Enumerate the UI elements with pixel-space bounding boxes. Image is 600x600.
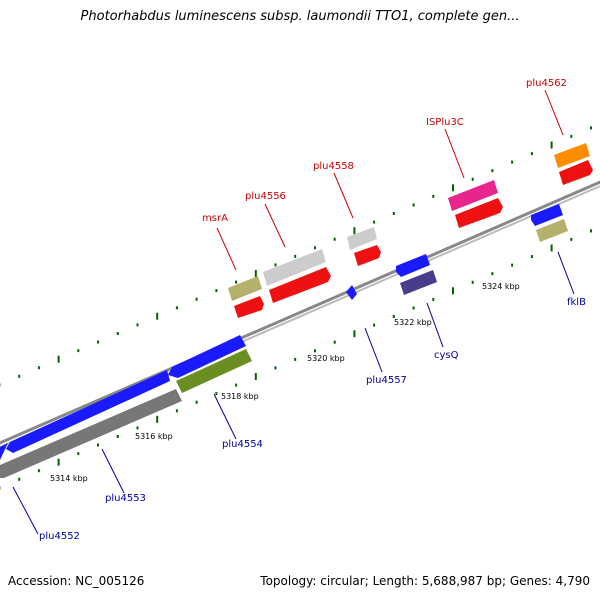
- gene-labels: msrA plu4556 plu4558 ISPlu3C plu4562 plu…: [39, 78, 586, 542]
- gene-msrA: [228, 276, 262, 301]
- tick-rows: [0, 126, 592, 490]
- map-title: Photorhabdus luminescens subsp. laumondi…: [80, 9, 520, 24]
- gene-ISPlu3C: [448, 180, 498, 211]
- length-value: 5,688,987 bp: [421, 574, 502, 588]
- gene-plu4556: [263, 249, 326, 286]
- label-plu4552: plu4552: [39, 531, 80, 542]
- ruler-label-5314: 5314 kbp: [50, 474, 88, 483]
- gene-block-plu4554: [176, 349, 252, 393]
- callout-line-fklB: [557, 251, 575, 295]
- gene-fklB-blue: [531, 204, 563, 226]
- gene-ISPlu3C-red: [455, 198, 503, 228]
- gene-block-grey-lower: [0, 389, 182, 478]
- label-plu4556: plu4556: [245, 191, 286, 202]
- genes-label: Genes:: [509, 574, 552, 588]
- ruler-label-5322: 5322 kbp: [394, 318, 432, 327]
- gene-plu4557: [346, 285, 357, 300]
- topology-label: Topology:: [260, 574, 317, 588]
- label-fklB: fklB: [567, 297, 586, 308]
- accession-label: Accession:: [8, 574, 72, 588]
- gene-features: [228, 143, 593, 318]
- gene-block-upper-blue: [168, 335, 246, 378]
- label-plu4558: plu4558: [313, 161, 354, 172]
- gene-cysQ: [400, 270, 437, 295]
- accession-value: NC_005126: [75, 574, 145, 588]
- ruler-label-5320: 5320 kbp: [307, 354, 345, 363]
- label-plu4553: plu4553: [105, 493, 146, 504]
- label-cysQ: cysQ: [434, 350, 459, 361]
- large-gene-blocks: [0, 335, 252, 478]
- topology-value: circular: [320, 574, 365, 588]
- gene-plu4558-red: [354, 245, 381, 266]
- gene-plu4562-red: [559, 160, 593, 185]
- genes-value: 4,790: [555, 574, 590, 588]
- ruler-label-5324: 5324 kbp: [482, 282, 520, 291]
- callout-line-plu4557: [364, 327, 383, 373]
- label-plu4557: plu4557: [366, 375, 407, 386]
- gene-msrA-red: [234, 296, 264, 318]
- gene-block-plu4553: [6, 370, 170, 453]
- callout-line-plu4562: [544, 89, 564, 136]
- accession-info: Accession: NC_005126: [8, 574, 144, 588]
- callout-line-cysQ: [426, 302, 444, 348]
- gene-block-plu4552: [0, 443, 8, 460]
- ruler-label-5316: 5316 kbp: [135, 432, 173, 441]
- callout-line-msrA: [216, 227, 237, 271]
- label-plu4562: plu4562: [526, 78, 567, 89]
- label-plu4554: plu4554: [222, 439, 263, 450]
- gene-cysQ-blue: [396, 254, 430, 277]
- gene-plu4562: [554, 143, 590, 168]
- callout-lines: [12, 89, 575, 535]
- ruler-label-5318: 5318 kbp: [221, 392, 259, 401]
- label-msrA: msrA: [202, 213, 228, 224]
- gene-fklB: [536, 219, 568, 242]
- callout-line-plu4558: [333, 172, 354, 219]
- ruler-labels: 5314 kbp 5316 kbp 5318 kbp 5320 kbp 5322…: [50, 282, 520, 483]
- callout-line-ISPlu3C: [444, 128, 465, 179]
- genome-stats: Topology: circular; Length: 5,688,987 bp…: [260, 574, 590, 588]
- callout-line-plu4553: [101, 448, 125, 494]
- gene-plu4556-red: [269, 267, 331, 303]
- label-ISPlu3C: ISPlu3C: [426, 117, 464, 128]
- length-label: Length:: [372, 574, 419, 588]
- gene-plu4558: [347, 227, 377, 250]
- callout-line-plu4552: [12, 486, 39, 535]
- callout-line-plu4554: [213, 393, 237, 440]
- callout-line-plu4556: [264, 203, 286, 248]
